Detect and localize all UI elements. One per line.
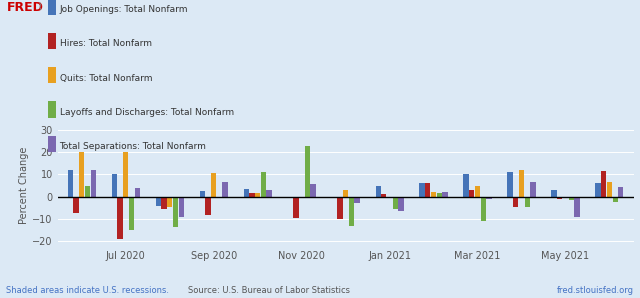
Text: ⌇: ⌇	[37, 3, 42, 13]
Bar	[513, 197, 518, 207]
Bar	[552, 190, 557, 197]
Bar	[85, 185, 90, 197]
Bar	[211, 173, 216, 197]
Bar	[612, 197, 618, 202]
Bar	[91, 170, 96, 197]
Text: Source: U.S. Bureau of Labor Statistics: Source: U.S. Bureau of Labor Statistics	[188, 286, 350, 295]
Bar	[475, 185, 480, 197]
Bar	[525, 197, 530, 207]
Y-axis label: Percent Change: Percent Change	[19, 147, 29, 224]
Bar	[508, 172, 513, 197]
Bar	[173, 197, 178, 227]
Text: fred.stlouisfed.org: fred.stlouisfed.org	[557, 286, 634, 295]
Bar	[381, 195, 387, 197]
Bar	[531, 182, 536, 197]
Bar	[574, 197, 579, 217]
Text: Layoffs and Discharges: Total Nonfarm: Layoffs and Discharges: Total Nonfarm	[60, 108, 234, 117]
Bar	[595, 183, 600, 197]
Text: Hires: Total Nonfarm: Hires: Total Nonfarm	[60, 39, 152, 48]
Bar	[299, 197, 304, 198]
Bar	[349, 197, 354, 226]
Text: Total Separations: Total Nonfarm: Total Separations: Total Nonfarm	[60, 142, 206, 151]
Bar	[79, 152, 84, 197]
Bar	[601, 171, 606, 197]
Bar	[287, 197, 293, 198]
Bar	[486, 197, 492, 199]
Bar	[161, 197, 166, 209]
Bar	[250, 193, 255, 197]
Bar	[398, 197, 404, 211]
Bar	[217, 197, 222, 198]
Bar	[266, 190, 272, 197]
Bar	[387, 197, 392, 198]
Bar	[74, 197, 79, 213]
Bar	[244, 189, 249, 197]
Bar	[337, 197, 342, 219]
Bar	[431, 192, 436, 197]
Bar	[112, 174, 117, 197]
Bar	[343, 190, 348, 197]
Bar	[376, 185, 381, 197]
Text: Quits: Total Nonfarm: Quits: Total Nonfarm	[60, 74, 152, 83]
Bar	[167, 197, 172, 207]
Bar	[607, 182, 612, 197]
Bar	[134, 188, 140, 197]
Bar	[179, 197, 184, 217]
Bar	[117, 197, 123, 239]
Bar	[223, 182, 228, 197]
Bar	[156, 197, 161, 206]
Bar	[519, 170, 524, 197]
Bar	[436, 193, 442, 197]
Bar	[123, 152, 129, 197]
Text: Shaded areas indicate U.S. recessions.: Shaded areas indicate U.S. recessions.	[6, 286, 170, 295]
Bar	[355, 197, 360, 204]
Bar	[255, 193, 260, 197]
Bar	[260, 172, 266, 197]
Bar	[425, 183, 431, 197]
Bar	[618, 187, 623, 197]
Bar	[463, 174, 468, 197]
Bar	[200, 191, 205, 197]
Bar	[442, 192, 447, 197]
Bar	[419, 183, 425, 197]
Bar	[310, 184, 316, 197]
Bar	[568, 197, 574, 200]
Bar	[393, 197, 398, 209]
Bar	[305, 146, 310, 197]
Text: Job Openings: Total Nonfarm: Job Openings: Total Nonfarm	[60, 5, 188, 14]
Bar	[563, 197, 568, 198]
Bar	[293, 197, 298, 218]
Bar	[129, 197, 134, 230]
Text: FRED: FRED	[6, 1, 44, 15]
Bar	[469, 190, 474, 197]
Bar	[481, 197, 486, 221]
Bar	[205, 197, 211, 215]
Bar	[68, 170, 73, 197]
Bar	[557, 197, 563, 199]
